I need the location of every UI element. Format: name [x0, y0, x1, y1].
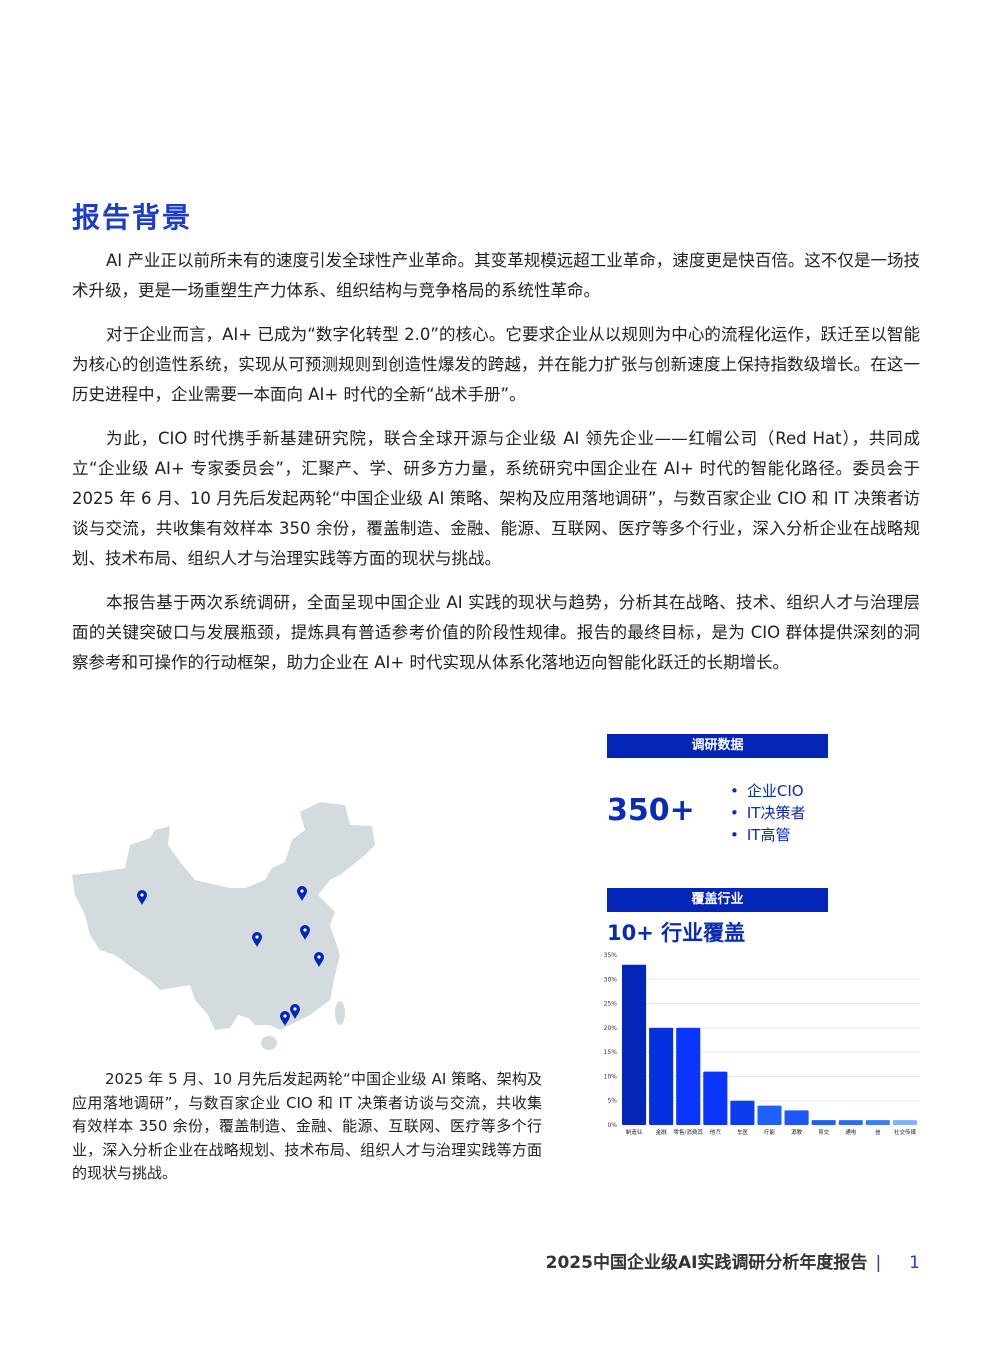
- bar: [838, 1120, 863, 1125]
- bar: [649, 1027, 674, 1125]
- survey-header: 调研数据: [607, 734, 828, 758]
- role-item: 企业CIO: [730, 780, 805, 802]
- x-tick-label: 信: [875, 1128, 881, 1136]
- industry-bar-chart: 0% 5% 10% 15% 20% 25% 30% 35% 制造业 金融 零售/消费其 他汽 车医 疗能 源…: [604, 952, 920, 1136]
- role-item: IT高管: [730, 824, 805, 846]
- paragraph: AI 产业正以前所未有的速度引发全球性产业革命。其变革规模远超工业革命，速度更是…: [72, 251, 920, 300]
- location-pin-icon: [252, 932, 262, 947]
- y-tick-label: 15%: [604, 1049, 618, 1056]
- location-pin-icon: [290, 1004, 300, 1019]
- x-tick-label: 育交: [818, 1128, 830, 1136]
- x-tick-label: 车医: [737, 1128, 749, 1136]
- china-map: [72, 802, 375, 1050]
- footer-title: 2025中国企业级AI实践调研分析年度报告: [545, 1253, 868, 1273]
- survey-count: 350+: [607, 793, 695, 828]
- location-pin-icon: [300, 925, 310, 940]
- map-caption: 2025 年 5 月、10 月先后发起两轮“中国企业级 AI 策略、架构及应用落…: [72, 1068, 542, 1186]
- y-tick-label: 5%: [607, 1098, 617, 1105]
- map-taiwan: [335, 1001, 345, 1025]
- footer: 2025中国企业级AI实践调研分析年度报告 | 1: [546, 1248, 920, 1273]
- y-tick-label: 10%: [604, 1073, 618, 1080]
- industry-header: 覆盖行业: [607, 888, 828, 912]
- paragraph: 对于企业而言，AI+ 已成为“数字化转型 2.0”的核心。它要求企业从以规则为中…: [72, 325, 920, 404]
- x-tick-label: 制造业: [626, 1128, 643, 1136]
- bar: [622, 964, 647, 1125]
- bar: [892, 1120, 917, 1125]
- x-tick-label: 零售/消费其: [674, 1128, 704, 1136]
- bar: [730, 1100, 755, 1125]
- map-hainan: [261, 1036, 277, 1050]
- paragraph: 本报告基于两次系统调研，全面呈现中国企业 AI 实践的现状与趋势，分析其在战略、…: [72, 593, 920, 672]
- x-tick-label: 他汽: [710, 1128, 722, 1136]
- y-tick-label: 30%: [604, 976, 618, 983]
- y-tick-label: 25%: [604, 1001, 618, 1008]
- section-title: 报告背景: [72, 201, 193, 234]
- bar: [865, 1120, 890, 1125]
- bar: [703, 1071, 728, 1125]
- role-list: 企业CIO IT决策者 IT高管: [730, 780, 806, 846]
- location-pin-icon: [137, 890, 147, 905]
- bar: [757, 1105, 782, 1125]
- y-tick-label: 0%: [607, 1122, 617, 1129]
- paragraph: 为此，CIO 时代携手新基建研究院，联合全球开源与企业级 AI 领先企业——红帽…: [72, 429, 921, 568]
- footer-separator: |: [875, 1253, 882, 1273]
- map-mainland: [72, 802, 375, 1030]
- location-pin-icon: [314, 952, 324, 967]
- bar: [784, 1110, 809, 1125]
- y-tick-label: 20%: [604, 1025, 618, 1032]
- caption-text: 2025 年 5 月、10 月先后发起两轮“中国企业级 AI 策略、架构及应用落…: [72, 1070, 542, 1182]
- x-tick-label: 通电: [845, 1128, 857, 1136]
- bar: [676, 1027, 701, 1125]
- industry-headline: 10+ 行业覆盖: [607, 921, 746, 945]
- page-number: 1: [909, 1253, 920, 1273]
- body-text: AI 产业正以前所未有的速度引发全球性产业革命。其变革规模远超工业革命，速度更是…: [72, 246, 920, 692]
- x-tick-label: 疗能: [764, 1128, 776, 1136]
- y-tick-label: 35%: [604, 952, 618, 959]
- location-pin-icon: [297, 886, 307, 901]
- bar: [811, 1120, 836, 1125]
- role-item: IT决策者: [730, 802, 806, 824]
- x-tick-label: 社交传媒: [894, 1128, 917, 1136]
- x-tick-label: 源教: [791, 1128, 803, 1136]
- x-tick-label: 金融: [656, 1128, 668, 1136]
- location-pin-icon: [280, 1011, 290, 1026]
